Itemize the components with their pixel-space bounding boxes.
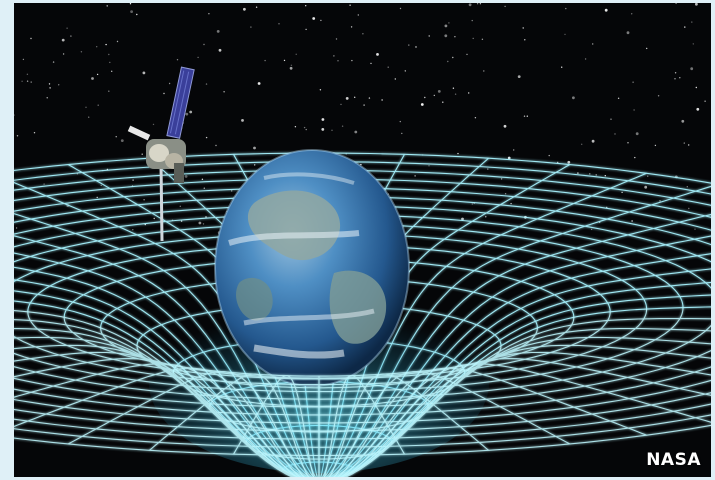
spacetime-grid-front: [14, 307, 711, 477]
image-credit: NASA: [646, 450, 701, 470]
earth: [214, 149, 410, 387]
starfield: [14, 3, 706, 235]
scene-svg: [14, 3, 711, 477]
gravity-probe-illustration: NASA: [14, 3, 711, 477]
satellite: [127, 66, 195, 242]
